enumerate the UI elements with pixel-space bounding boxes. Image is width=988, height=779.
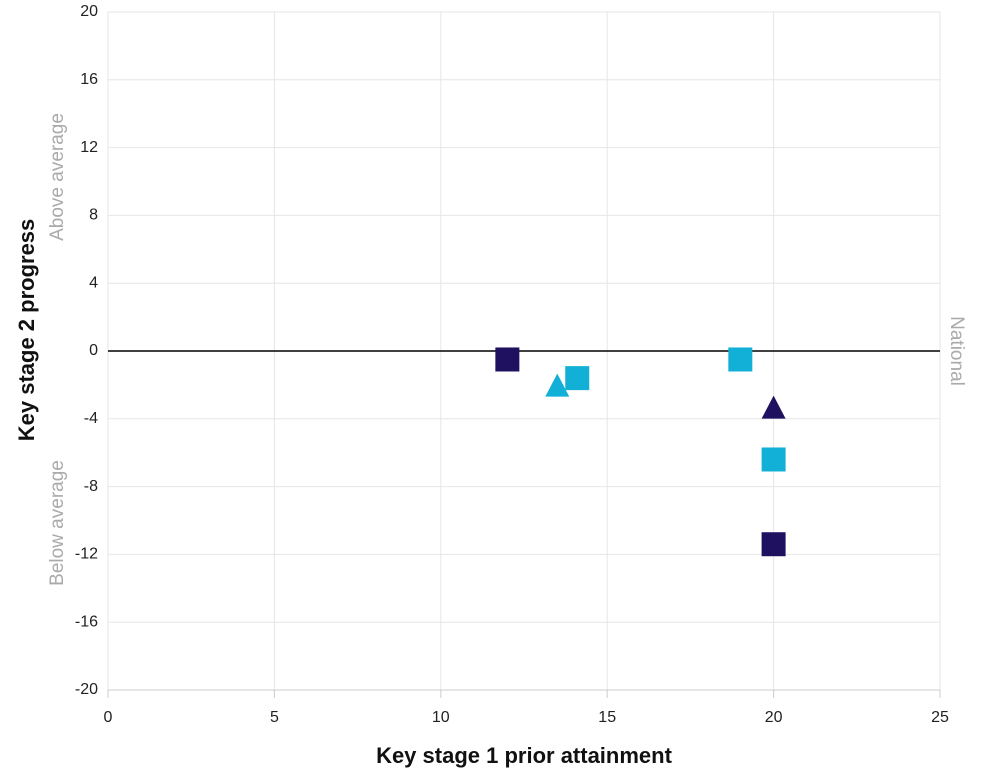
y-tick-label: -16 [75,613,98,630]
y-tick-label: 16 [80,71,98,88]
y-tick-label: 12 [80,139,98,156]
x-tick-label: 10 [432,709,450,726]
x-tick-label: 25 [931,709,949,726]
y-tick-label: 4 [89,274,98,291]
point [545,373,570,397]
x-tick-label: 0 [104,709,113,726]
point [495,347,520,372]
y-tick-label: -12 [75,546,98,563]
x-tick-label: 20 [765,709,783,726]
point [761,395,786,419]
annotation: Above average [47,113,68,241]
y-tick-label: -4 [84,410,98,427]
point [565,366,590,391]
national-label: National [946,316,967,386]
y-tick-label: 8 [89,207,98,224]
y-axis-title: Key stage 2 progress [14,219,39,442]
annotation: Below average [47,460,68,586]
y-tick-label: 20 [80,3,98,20]
y-tick-label: -8 [84,478,98,495]
x-tick-label: 5 [270,709,279,726]
y-tick-label: -20 [75,681,98,698]
x-axis-title: Key stage 1 prior attainment [376,743,673,768]
point [761,532,786,557]
point [728,347,753,372]
x-tick-label: 15 [598,709,616,726]
point [761,447,786,472]
y-tick-label: 0 [89,342,98,359]
